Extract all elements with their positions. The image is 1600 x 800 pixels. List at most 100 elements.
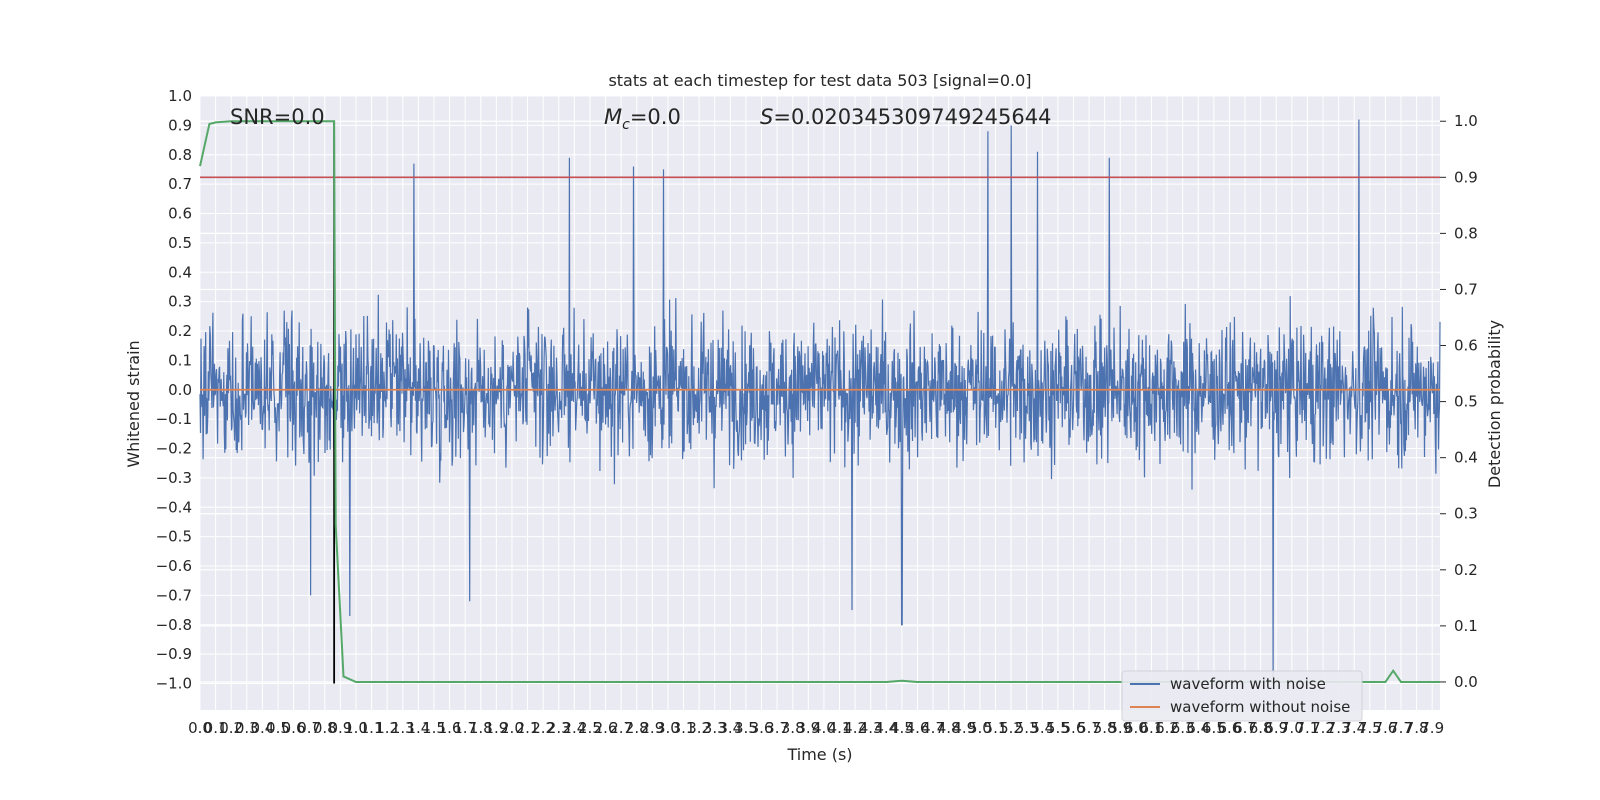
x-tick-label: 7.2 [1311, 719, 1335, 737]
x-tick-label: 6.0 [1124, 719, 1148, 737]
x-tick-label: 4.8 [937, 719, 961, 737]
y-tick-label: −0.2 [156, 440, 192, 458]
x-tick-label: 7.3 [1327, 719, 1351, 737]
x-tick-label: 5.7 [1077, 719, 1101, 737]
x-tick-label: 7.6 [1373, 719, 1397, 737]
x-tick-label: 3.9 [796, 719, 820, 737]
annotation-s: S=0.020345309749245644 [760, 105, 1051, 129]
y-right-tick-label: 0.7 [1454, 280, 1478, 298]
y-tick-label: 0.1 [168, 351, 192, 369]
y-right-tick-label: 0.4 [1454, 449, 1478, 467]
s-value: =0.020345309749245644 [773, 105, 1051, 129]
x-tick-label: 0.7 [297, 719, 321, 737]
annotation-mc: Mc=0.0 [604, 105, 681, 133]
x-tick-label: 4.7 [921, 719, 945, 737]
x-tick-label: 3.3 [703, 719, 727, 737]
y-right-tick-label: 0.3 [1454, 505, 1478, 523]
detection-probability-line [199, 120, 1440, 683]
y-tick-label: 0.9 [168, 116, 192, 134]
y-tick-label: 0.6 [168, 205, 192, 223]
x-tick-label: 2.3 [547, 719, 571, 737]
x-tick-label: 5.4 [1030, 719, 1054, 737]
x-tick-labels: 0.00.10.20.30.40.50.60.70.80.91.01.11.21… [188, 719, 1444, 737]
s-symbol: S [760, 105, 773, 129]
mc-value: =0.0 [630, 105, 681, 129]
x-tick-label: 7.5 [1358, 719, 1382, 737]
x-tick-label: 1.8 [469, 719, 493, 737]
x-tick-label: 3.0 [656, 719, 680, 737]
x-tick-label: 6.5 [1202, 719, 1226, 737]
y-tick-label: 0.0 [168, 381, 192, 399]
y-tick-label: −0.1 [156, 410, 192, 428]
y-tick-label: −1.0 [156, 675, 192, 693]
y-right-tick-label: 0.9 [1454, 168, 1478, 186]
y-tick-label: 0.7 [168, 175, 192, 193]
x-tick-label: 7.8 [1405, 719, 1429, 737]
y-tick-labels: 1.0 0.9 0.8 0.7 0.6 0.5 0.4 0.3 0.2 0.1 0.0 −0.1 −0.… [156, 87, 192, 693]
y-right-tick-label: 0.6 [1454, 337, 1478, 355]
x-tick-label: 6.2 [1155, 719, 1179, 737]
x-tick-label: 3.2 [687, 719, 711, 737]
y-tick-label: −0.4 [156, 498, 192, 516]
x-tick-label: 4.4 [874, 719, 898, 737]
y-tick-label: 0.5 [168, 234, 192, 252]
x-tick-label: 0.8 [313, 719, 337, 737]
y-tick-label: 0.3 [168, 293, 192, 311]
x-tick-label: 1.0 [344, 719, 368, 737]
x-tick-label: 6.6 [1218, 719, 1242, 737]
y-right-tick-label: 0.1 [1454, 617, 1478, 635]
x-tick-label: 5.8 [1093, 719, 1117, 737]
x-tick-label: 6.9 [1264, 719, 1288, 737]
x-tick-label: 0.6 [282, 719, 306, 737]
legend-box [1121, 670, 1363, 722]
y-tick-label: −0.6 [156, 557, 192, 575]
x-tick-label: 6.7 [1233, 719, 1257, 737]
y-tick-label: −0.8 [156, 616, 192, 634]
x-tick-label: 3.8 [781, 719, 805, 737]
y-right-tick-label: 0.0 [1454, 673, 1478, 691]
x-tick-label: 0.1 [204, 719, 228, 737]
x-tick-label: 6.8 [1249, 719, 1273, 737]
x-tick-label: 1.3 [391, 719, 415, 737]
y-tick-label: 0.4 [168, 263, 192, 281]
x-tick-label: 0.2 [219, 719, 243, 737]
mc-subscript: c [622, 117, 630, 133]
x-tick-label: 1.7 [453, 719, 477, 737]
y-right-axis-label: Detection probability [1485, 320, 1504, 488]
x-tick-label: 7.1 [1295, 719, 1319, 737]
legend: waveform with noise waveform without noi… [1121, 670, 1363, 722]
x-tick-label: 5.5 [1046, 719, 1070, 737]
x-tick-label: 1.9 [484, 719, 508, 737]
x-tick-label: 3.4 [718, 719, 742, 737]
x-tick-label: 7.9 [1420, 719, 1444, 737]
x-tick-label: 0.0 [188, 719, 212, 737]
y-tick-label: −0.7 [156, 586, 192, 604]
x-tick-label: 7.4 [1342, 719, 1366, 737]
x-tick-label: 2.7 [609, 719, 633, 737]
y-tick-label: 0.8 [168, 146, 192, 164]
x-tick-label: 5.0 [968, 719, 992, 737]
legend-label-clean: waveform without noise [1170, 698, 1350, 716]
x-tick-label: 1.6 [438, 719, 462, 737]
x-tick-label: 6.3 [1171, 719, 1195, 737]
x-tick-label: 1.2 [375, 719, 399, 737]
x-tick-label: 0.3 [235, 719, 259, 737]
x-tick-label: 1.4 [406, 719, 430, 737]
x-tick-label: 5.3 [1015, 719, 1039, 737]
x-tick-label: 4.5 [890, 719, 914, 737]
x-tick-label: 3.5 [734, 719, 758, 737]
y-tick-label: 0.2 [168, 322, 192, 340]
series-waveform-with-noise [199, 119, 1441, 678]
x-tick-label: 3.6 [750, 719, 774, 737]
y-tick-label: −0.9 [156, 645, 192, 663]
x-tick-label: 2.5 [578, 719, 602, 737]
x-axis-label: Time (s) [786, 745, 852, 764]
waveform-with-noise-line [199, 119, 1441, 678]
x-tick-label: 0.9 [328, 719, 352, 737]
x-tick-label: 5.2 [999, 719, 1023, 737]
x-tick-label: 4.0 [812, 719, 836, 737]
x-tick-label: 2.4 [562, 719, 586, 737]
x-tick-label: 6.4 [1186, 719, 1210, 737]
legend-label-noise: waveform with noise [1170, 675, 1326, 693]
